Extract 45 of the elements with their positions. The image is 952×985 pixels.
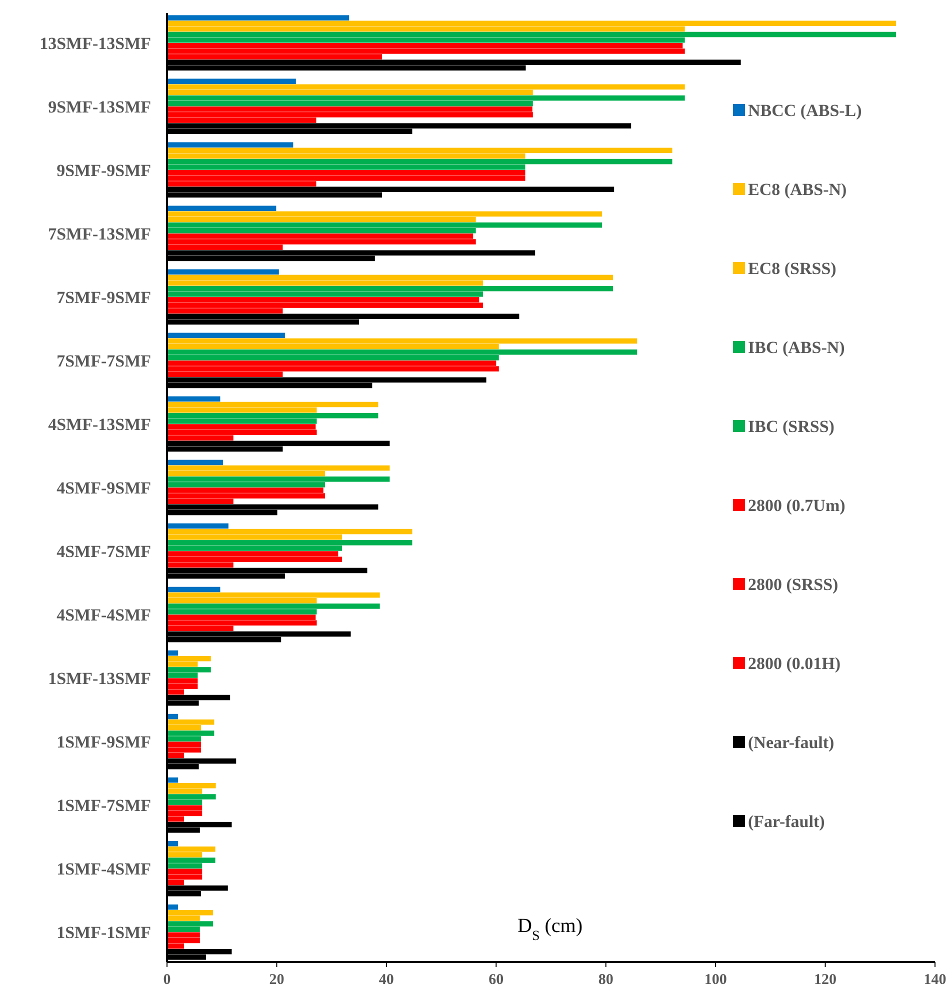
bar: [167, 586, 220, 592]
legend-label: 2800 (0.7Um): [748, 496, 846, 515]
x-tick-label: 80: [598, 972, 614, 985]
y-tick-label: 7SMF-13SMF: [48, 224, 151, 244]
legend-label: 2800 (0.01H): [748, 654, 841, 673]
legend-label: EC8 (ABS-N): [748, 180, 847, 199]
legend-label: EC8 (SRSS): [748, 259, 836, 278]
x-axis-title: D$_{S}$ (cm): [517, 915, 583, 944]
y-tick-label: 7SMF-9SMF: [56, 288, 151, 307]
legend-label: (Far-fault): [748, 812, 825, 831]
y-tick-label: 9SMF-9SMF: [56, 160, 151, 180]
bar: [167, 904, 178, 910]
bar: [167, 15, 350, 20]
bar: [167, 206, 276, 212]
x-tick-label: 120: [814, 972, 837, 985]
x-tick-label: 20: [269, 972, 284, 985]
bar: [167, 332, 285, 338]
x-tick-label: 60: [488, 972, 504, 985]
y-tick-label: 4SMF-9SMF: [56, 478, 151, 498]
legend-label: IBC (ABS-N): [748, 338, 845, 357]
y-tick-label: 13SMF-13SMF: [40, 34, 151, 53]
bar: [167, 78, 296, 84]
legend-label: IBC (SRSS): [748, 417, 834, 436]
y-tick-label: 1SMF-7SMF: [56, 796, 151, 816]
y-tick-label: 7SMF-7SMF: [56, 351, 151, 370]
y-tick-label: 1SMF-1SMF: [56, 923, 151, 942]
x-tick-label: 140: [924, 972, 946, 985]
y-tick-label: 4SMF-7SMF: [56, 542, 151, 562]
legend-label: 2800 (SRSS): [748, 575, 838, 594]
x-tick-label: 40: [378, 972, 394, 985]
bar: [167, 142, 294, 148]
y-tick-label: 1SMF-4SMF: [56, 860, 151, 879]
bar: [167, 269, 279, 275]
y-tick-label: 1SMF-13SMF: [48, 669, 151, 688]
bar: [167, 460, 223, 466]
bar: [167, 523, 228, 529]
y-tick-label: 9SMF-13SMF: [48, 97, 151, 116]
x-tick-label: 100: [704, 972, 727, 985]
legend-label: NBCC (ABS-L): [748, 101, 862, 120]
y-tick-label: 4SMF-13SMF: [48, 414, 151, 434]
bar: [167, 396, 220, 402]
legend-label: (Near-fault): [748, 733, 834, 752]
y-tick-label: 1SMF-9SMF: [56, 732, 151, 752]
x-tick-label: 0: [163, 972, 171, 985]
y-tick-label: 4SMF-4SMF: [56, 606, 151, 625]
